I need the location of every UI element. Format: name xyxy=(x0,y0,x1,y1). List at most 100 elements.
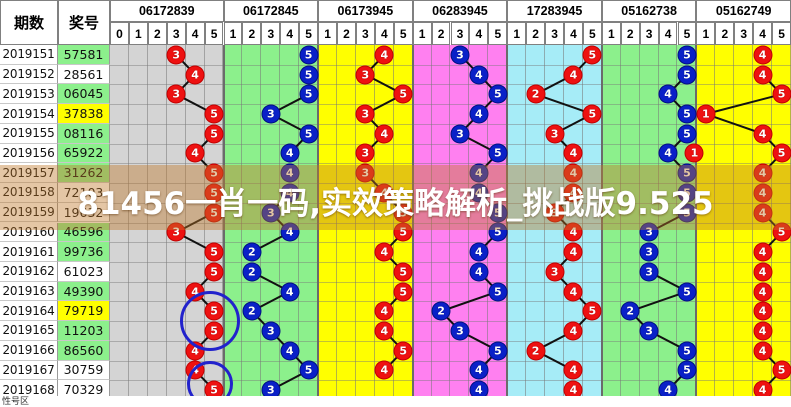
data-point[interactable]: 4 xyxy=(470,66,488,84)
data-point[interactable]: 3 xyxy=(167,85,185,103)
data-point[interactable]: 3 xyxy=(356,105,374,123)
data-point[interactable]: 3 xyxy=(640,322,658,340)
data-point[interactable]: 2 xyxy=(243,243,261,261)
data-point[interactable]: 3 xyxy=(451,125,469,143)
group-header-06172839[interactable]: 06172839 xyxy=(110,0,224,22)
data-point[interactable]: 4 xyxy=(659,144,677,162)
data-point[interactable]: 5 xyxy=(583,105,601,123)
data-point[interactable]: 4 xyxy=(564,322,582,340)
data-point[interactable]: 5 xyxy=(205,243,223,261)
data-point[interactable]: 4 xyxy=(281,164,299,182)
column-header-06172839-3[interactable]: 3 xyxy=(166,22,186,45)
column-header-06173945-1[interactable]: 1 xyxy=(318,22,337,45)
data-point[interactable]: 5 xyxy=(583,46,601,64)
data-point[interactable]: 4 xyxy=(754,184,772,202)
column-header-05162749-3[interactable]: 3 xyxy=(734,22,754,45)
column-header-17283945-3[interactable]: 3 xyxy=(545,22,564,45)
data-point[interactable]: 4 xyxy=(754,263,772,281)
column-header-05162749-1[interactable]: 1 xyxy=(696,22,716,45)
column-header-05162738-5[interactable]: 5 xyxy=(677,22,697,45)
column-header-17283945-2[interactable]: 2 xyxy=(526,22,546,45)
data-point[interactable]: 4 xyxy=(470,381,488,399)
column-header-17283945-5[interactable]: 5 xyxy=(582,22,602,45)
column-header-06173945-4[interactable]: 4 xyxy=(374,22,394,45)
group-header-05162738[interactable]: 05162738 xyxy=(601,0,697,22)
data-point[interactable]: 5 xyxy=(300,66,318,84)
data-point[interactable]: 5 xyxy=(678,184,696,202)
data-point[interactable]: 4 xyxy=(564,361,582,379)
data-point[interactable]: 3 xyxy=(356,66,374,84)
column-header-06283945-2[interactable]: 2 xyxy=(431,22,451,45)
group-header-06172845[interactable]: 06172845 xyxy=(223,0,319,22)
data-point[interactable]: 5 xyxy=(300,85,318,103)
data-point[interactable]: 2 xyxy=(621,302,639,320)
data-point[interactable]: 4 xyxy=(754,46,772,64)
column-header-05162749-5[interactable]: 5 xyxy=(772,22,791,45)
data-point[interactable]: 4 xyxy=(375,46,393,64)
data-point[interactable]: 4 xyxy=(281,144,299,162)
group-header-06283945[interactable]: 06283945 xyxy=(412,0,508,22)
data-point[interactable]: 5 xyxy=(205,105,223,123)
data-point[interactable]: 4 xyxy=(754,243,772,261)
column-header-06172839-0[interactable]: 0 xyxy=(110,22,129,45)
data-point[interactable]: 5 xyxy=(394,263,412,281)
data-point[interactable]: 4 xyxy=(754,283,772,301)
data-point[interactable]: 3 xyxy=(640,263,658,281)
data-point[interactable]: 4 xyxy=(754,125,772,143)
data-point[interactable]: 5 xyxy=(678,46,696,64)
group-header-05162749[interactable]: 05162749 xyxy=(696,0,791,22)
data-point[interactable]: 4 xyxy=(375,125,393,143)
data-point[interactable]: 3 xyxy=(451,46,469,64)
column-header-05162738-2[interactable]: 2 xyxy=(620,22,640,45)
column-header-06173945-2[interactable]: 2 xyxy=(337,22,356,45)
data-point[interactable]: 5 xyxy=(394,342,412,360)
data-point[interactable]: 4 xyxy=(564,283,582,301)
data-point[interactable]: 2 xyxy=(432,302,450,320)
data-point[interactable]: 5 xyxy=(205,184,223,202)
data-point[interactable]: 4 xyxy=(754,342,772,360)
data-point[interactable]: 4 xyxy=(281,283,299,301)
data-point[interactable]: 1 xyxy=(697,105,715,123)
data-point[interactable]: 5 xyxy=(489,283,507,301)
data-point[interactable]: 5 xyxy=(489,144,507,162)
column-header-05162749-2[interactable]: 2 xyxy=(715,22,735,45)
column-header-05162738-4[interactable]: 4 xyxy=(658,22,678,45)
data-point[interactable]: 3 xyxy=(546,125,564,143)
data-point[interactable]: 4 xyxy=(186,144,204,162)
data-point[interactable]: 5 xyxy=(678,361,696,379)
column-header-05162738-1[interactable]: 1 xyxy=(601,22,621,45)
data-point[interactable]: 5 xyxy=(583,302,601,320)
column-header-05162749-4[interactable]: 4 xyxy=(753,22,773,45)
data-point[interactable]: 4 xyxy=(470,263,488,281)
data-point[interactable]: 5 xyxy=(394,283,412,301)
special-one-marker[interactable]: 1 xyxy=(685,144,703,162)
data-point[interactable]: 4 xyxy=(754,302,772,320)
data-point[interactable]: 4 xyxy=(754,66,772,84)
data-point[interactable]: 5 xyxy=(205,125,223,143)
data-point[interactable]: 4 xyxy=(659,85,677,103)
data-point[interactable]: 5 xyxy=(394,85,412,103)
data-point[interactable]: 4 xyxy=(470,105,488,123)
data-point[interactable]: 3 xyxy=(546,263,564,281)
column-header-06283945-3[interactable]: 3 xyxy=(450,22,470,45)
data-point[interactable]: 4 xyxy=(375,361,393,379)
data-point[interactable]: 5 xyxy=(300,46,318,64)
data-point[interactable]: 5 xyxy=(773,144,791,162)
data-point[interactable]: 3 xyxy=(262,322,280,340)
data-point[interactable]: 4 xyxy=(564,243,582,261)
data-point[interactable]: 2 xyxy=(243,302,261,320)
column-header-17283945-4[interactable]: 4 xyxy=(564,22,583,45)
column-header-06283945-1[interactable]: 1 xyxy=(412,22,432,45)
column-header-06172845-5[interactable]: 5 xyxy=(299,22,319,45)
data-point[interactable]: 4 xyxy=(470,243,488,261)
group-header-17283945[interactable]: 17283945 xyxy=(507,0,602,22)
data-point[interactable]: 3 xyxy=(262,105,280,123)
data-point[interactable]: 4 xyxy=(564,164,582,182)
column-header-06172845-1[interactable]: 1 xyxy=(223,22,243,45)
data-point[interactable]: 4 xyxy=(281,342,299,360)
data-point[interactable]: 4 xyxy=(754,322,772,340)
column-header-06172839-1[interactable]: 1 xyxy=(128,22,148,45)
data-point[interactable]: 5 xyxy=(489,342,507,360)
data-point[interactable]: 3 xyxy=(167,46,185,64)
data-point[interactable]: 4 xyxy=(470,361,488,379)
